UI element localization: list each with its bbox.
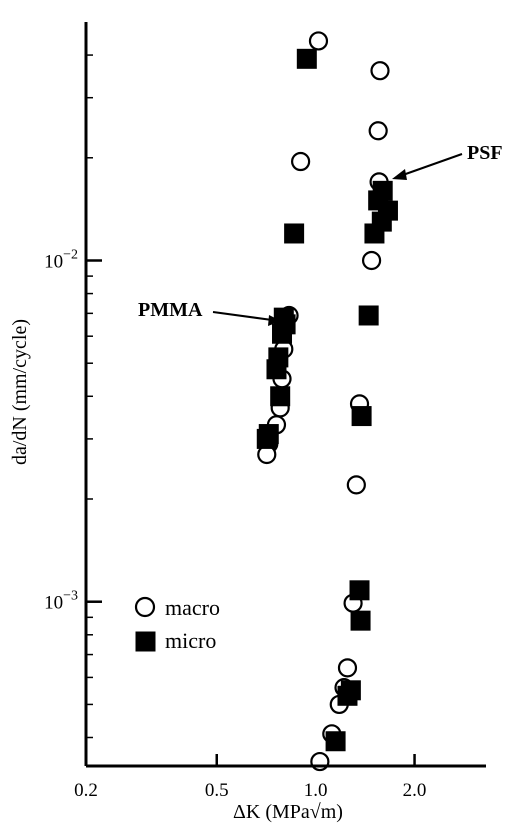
x-tick-label-1: 0.5 bbox=[205, 780, 229, 801]
macro-point bbox=[370, 61, 390, 81]
x-tick-label-3: 2.0 bbox=[403, 780, 427, 801]
micro-point bbox=[325, 731, 346, 752]
x-tick-label-0: 0.2 bbox=[74, 780, 98, 801]
micro-point bbox=[349, 580, 370, 601]
annotation-psf-arrow bbox=[399, 153, 463, 177]
micro-point bbox=[358, 305, 379, 326]
x-axis-label: ΔK (MPa√m) bbox=[233, 801, 343, 823]
micro-point bbox=[351, 406, 372, 427]
macro-point bbox=[361, 250, 382, 271]
annotation-psf: PSF bbox=[392, 142, 503, 180]
y-tick-label-0: 10−2 bbox=[44, 247, 78, 272]
data-points bbox=[256, 31, 398, 772]
annotation-psf-arrowhead bbox=[392, 169, 407, 180]
macro-point bbox=[368, 121, 388, 141]
macro-point bbox=[291, 151, 311, 172]
annotation-pmma-arrowhead bbox=[268, 315, 281, 326]
legend-macro-label: macro bbox=[165, 595, 220, 620]
micro-point bbox=[256, 428, 277, 449]
micro-point bbox=[284, 223, 305, 244]
micro-point bbox=[266, 359, 287, 380]
micro-point bbox=[350, 610, 371, 631]
annotation-pmma-label: PMMA bbox=[138, 299, 203, 321]
annotation-pmma-arrow bbox=[212, 311, 273, 321]
micro-point bbox=[364, 223, 385, 244]
micro-point bbox=[296, 48, 317, 69]
legend-micro-marker bbox=[135, 631, 156, 652]
macro-point bbox=[337, 658, 358, 678]
tick-labels: 0.2 0.5 1.0 2.0 10−2 10−3 bbox=[44, 247, 426, 801]
x-tick-label-2: 1.0 bbox=[304, 780, 328, 801]
y-tick-label-1: 10−3 bbox=[44, 589, 78, 614]
macro-point bbox=[310, 751, 330, 772]
annotation-psf-label: PSF bbox=[467, 142, 503, 164]
micro-point bbox=[270, 386, 291, 407]
legend-micro-label: micro bbox=[165, 628, 216, 653]
legend-macro-marker bbox=[134, 596, 156, 618]
y-axis-label: da/dN (mm/cycle) bbox=[9, 319, 31, 465]
annotation-pmma: PMMA bbox=[138, 299, 281, 326]
micro-point bbox=[272, 323, 293, 344]
macro-point bbox=[308, 31, 329, 51]
micro-point bbox=[337, 685, 358, 706]
macro-point bbox=[346, 475, 366, 495]
legend: macro micro bbox=[134, 595, 220, 653]
